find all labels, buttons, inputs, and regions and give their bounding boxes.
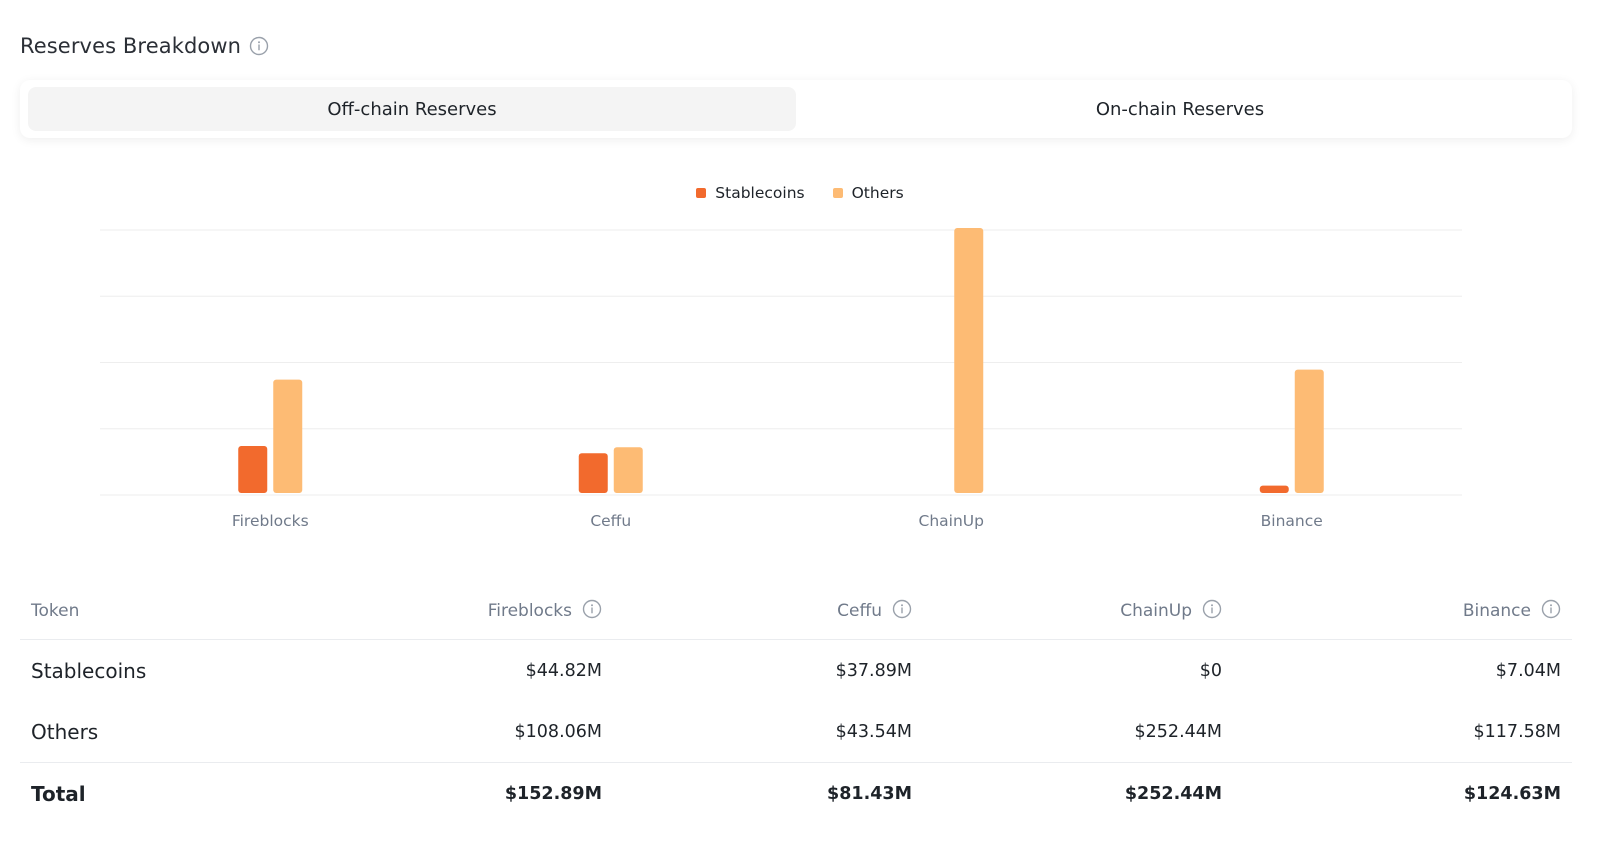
bar-others-fireblocks[interactable] bbox=[273, 379, 303, 493]
bar-stablecoins-ceffu[interactable] bbox=[578, 453, 608, 493]
x-tick-label: ChainUp bbox=[919, 512, 984, 530]
x-tick-label: Binance bbox=[1261, 512, 1323, 530]
reserves-tabs: Off-chain Reserves On-chain Reserves bbox=[20, 80, 1572, 138]
header-binance: Binance bbox=[1233, 583, 1572, 640]
tab-on-chain-reserves[interactable]: On-chain Reserves bbox=[1095, 98, 1265, 120]
info-icon[interactable] bbox=[1541, 599, 1561, 624]
total-value: $152.89M bbox=[504, 784, 602, 804]
table-row: Others $108.06M $43.54M $252.44M $117.58… bbox=[20, 701, 1572, 763]
bar-others-ceffu[interactable] bbox=[613, 447, 643, 493]
legend-swatch-others bbox=[832, 188, 843, 198]
chart-legend: Stablecoins Others bbox=[0, 184, 1600, 202]
row-label-stablecoins: Stablecoins bbox=[31, 658, 147, 683]
info-icon[interactable] bbox=[582, 599, 602, 624]
header-binance-label: Binance bbox=[1462, 601, 1531, 621]
bar-others-binance[interactable] bbox=[1294, 369, 1324, 493]
row-label-others: Others bbox=[20, 701, 293, 763]
header-fireblocks-label: Fireblocks bbox=[487, 601, 572, 621]
header-fireblocks: Fireblocks bbox=[293, 583, 613, 640]
cell-value: $117.58M bbox=[1233, 701, 1572, 763]
cell-value: $108.06M bbox=[293, 701, 613, 763]
x-tick-label: Ceffu bbox=[590, 512, 631, 530]
info-icon[interactable] bbox=[1202, 599, 1222, 624]
header-token-label: Token bbox=[31, 601, 80, 621]
bar-others-chainup[interactable] bbox=[954, 228, 984, 493]
cell-value: $44.82M bbox=[525, 660, 602, 681]
x-tick-label: Fireblocks bbox=[232, 512, 309, 530]
cell-value: $252.44M bbox=[923, 701, 1233, 763]
header-ceffu: Ceffu bbox=[613, 583, 923, 640]
total-value: $252.44M bbox=[1124, 784, 1222, 804]
row-label-total: Total bbox=[31, 782, 86, 806]
reserves-table: Token Fireblocks Ceffu bbox=[20, 583, 1572, 825]
table-total-row: Total $152.89M $81.43M $252.44M $124.63M bbox=[20, 763, 1572, 826]
total-value: $81.43M bbox=[827, 784, 912, 804]
section-header: Reserves Breakdown bbox=[20, 30, 269, 62]
cell-value: $37.89M bbox=[835, 660, 912, 681]
header-chainup-label: ChainUp bbox=[1120, 601, 1192, 621]
header-chainup: ChainUp bbox=[923, 583, 1233, 640]
bar-stablecoins-fireblocks[interactable] bbox=[238, 445, 268, 493]
page-title: Reserves Breakdown bbox=[20, 34, 242, 58]
reserves-bar-chart: Fireblocks Ceffu ChainUp Binance bbox=[100, 228, 1462, 530]
total-value: $124.63M bbox=[1463, 784, 1561, 804]
cell-value: $7.04M bbox=[1495, 660, 1561, 681]
tab-off-chain-reserves[interactable]: Off-chain Reserves bbox=[28, 87, 796, 131]
cell-value: $43.54M bbox=[613, 701, 923, 763]
info-icon[interactable] bbox=[249, 36, 269, 56]
header-ceffu-label: Ceffu bbox=[837, 601, 882, 621]
header-token: Token bbox=[20, 583, 293, 640]
info-icon[interactable] bbox=[892, 599, 912, 624]
cell-value: $0 bbox=[1199, 660, 1222, 681]
table-row: Stablecoins $44.82M $37.89M $0 $7.04M bbox=[20, 640, 1572, 702]
bar-stablecoins-binance[interactable] bbox=[1259, 485, 1289, 493]
legend-item-others[interactable]: Others bbox=[832, 184, 904, 202]
legend-label-others: Others bbox=[851, 184, 904, 202]
legend-label-stablecoins: Stablecoins bbox=[715, 184, 805, 202]
table-header-row: Token Fireblocks Ceffu bbox=[20, 583, 1572, 640]
legend-swatch-stablecoins bbox=[696, 188, 707, 198]
legend-item-stablecoins[interactable]: Stablecoins bbox=[696, 184, 805, 202]
